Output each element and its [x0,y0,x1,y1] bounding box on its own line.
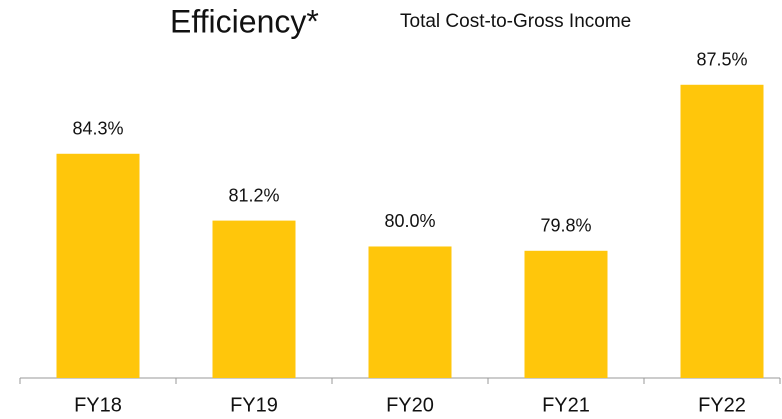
chart-title: Efficiency* [170,3,319,39]
chart-subtitle: Total Cost-to-Gross Income [400,11,631,32]
data-label: 79.8% [540,216,591,236]
x-tick-label: FY18 [74,394,122,416]
data-label: 84.3% [72,119,123,139]
x-tick-label: FY19 [230,394,278,416]
data-label: 87.5% [696,50,747,70]
bar [680,84,764,378]
bar [56,153,140,378]
data-label: 81.2% [228,185,279,205]
x-tick-label: FY21 [542,394,590,416]
x-tick-label: FY22 [698,394,746,416]
bar [524,250,608,378]
bar [212,220,296,378]
bar [368,246,452,378]
x-tick-label: FY20 [386,394,434,416]
data-label: 80.0% [384,211,435,231]
